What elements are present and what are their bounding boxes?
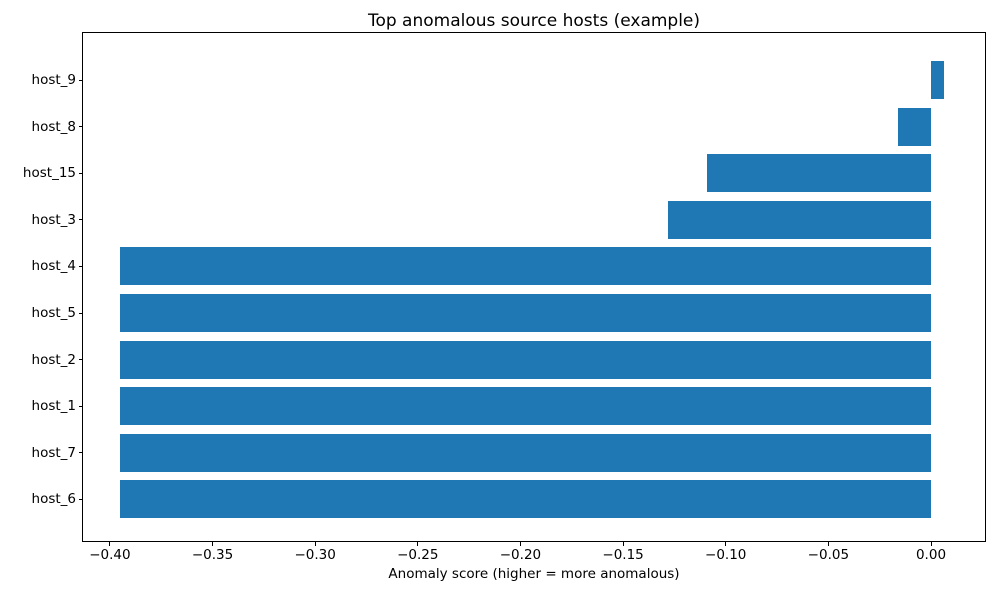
x-tick-mark xyxy=(314,542,316,546)
y-tick-label-host_6: host_6 xyxy=(31,491,76,508)
y-tick-label-host_8: host_8 xyxy=(31,118,76,135)
x-tick-mark xyxy=(212,542,214,546)
x-tick-label: 0.00 xyxy=(915,547,947,563)
y-tick-label-host_15: host_15 xyxy=(22,165,76,182)
x-tick-label: −0.15 xyxy=(602,547,644,563)
bar-host_1 xyxy=(120,387,931,426)
y-tick-mark xyxy=(78,79,82,81)
y-tick-mark xyxy=(78,452,82,454)
y-tick-label-host_7: host_7 xyxy=(31,444,76,461)
bar-host_7 xyxy=(120,433,931,472)
y-tick-label-host_9: host_9 xyxy=(31,72,76,88)
y-tick-label-host_1: host_1 xyxy=(31,398,76,415)
x-tick-mark xyxy=(109,542,111,546)
bar-host_6 xyxy=(120,480,931,519)
y-tick-mark xyxy=(78,405,82,407)
y-tick-mark xyxy=(78,219,82,221)
x-tick-mark xyxy=(622,542,624,546)
y-tick-mark xyxy=(78,126,82,128)
bar-host_5 xyxy=(120,294,931,332)
x-tick-mark xyxy=(827,542,829,546)
bar-host_9 xyxy=(931,61,945,99)
chart-title: Top anomalous source hosts (example) xyxy=(367,11,701,31)
y-tick-mark xyxy=(78,359,82,361)
x-tick-mark xyxy=(930,542,932,546)
y-tick-label-host_2: host_2 xyxy=(31,351,76,368)
bar-host_8 xyxy=(898,107,931,146)
y-tick-mark xyxy=(78,312,82,314)
y-tick-label-host_5: host_5 xyxy=(31,305,76,321)
y-tick-mark xyxy=(78,498,82,500)
x-tick-label: −0.10 xyxy=(705,547,747,563)
bar-host_4 xyxy=(120,247,931,286)
y-tick-mark xyxy=(78,172,82,174)
bar-host_3 xyxy=(668,200,931,239)
x-tick-mark xyxy=(519,542,521,546)
x-axis-title: Anomaly score (higher = more anomalous) xyxy=(388,566,680,582)
y-tick-mark xyxy=(78,265,82,267)
y-tick-label-host_3: host_3 xyxy=(31,211,76,228)
x-tick-label: −0.35 xyxy=(191,547,234,563)
plot-area xyxy=(82,32,986,542)
x-tick-label: −0.05 xyxy=(807,547,850,563)
bar-host_2 xyxy=(120,340,931,379)
y-tick-label-host_4: host_4 xyxy=(31,258,76,275)
x-tick-label: −0.25 xyxy=(397,547,439,563)
x-tick-label: −0.20 xyxy=(499,547,542,563)
x-tick-mark xyxy=(417,542,419,546)
bar-host_15 xyxy=(707,154,931,193)
x-tick-mark xyxy=(725,542,727,546)
x-tick-label: −0.40 xyxy=(89,547,131,563)
x-tick-label: −0.30 xyxy=(294,547,336,563)
